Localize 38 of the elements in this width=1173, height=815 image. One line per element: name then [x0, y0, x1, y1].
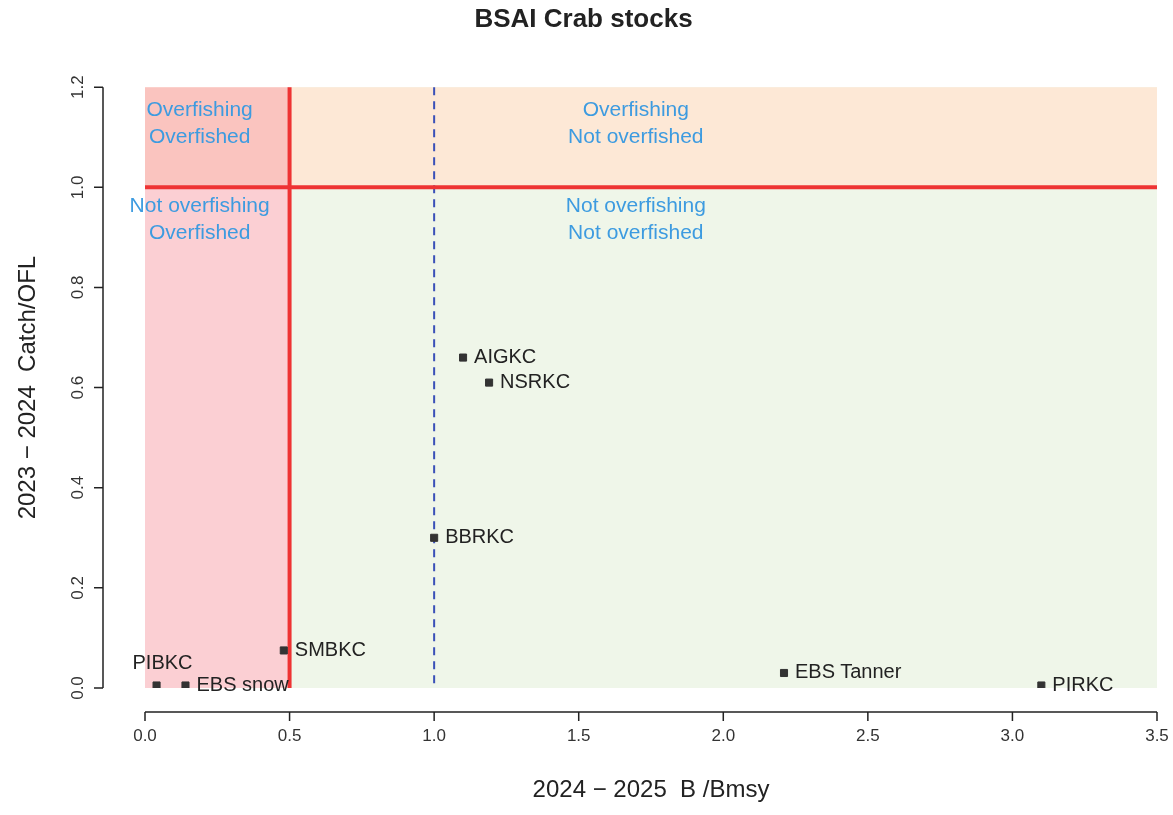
y-tick-label: 0.0 [68, 676, 88, 700]
point [430, 533, 439, 542]
x-tick-label: 0.0 [133, 726, 157, 746]
y-axis-title: 2023 − 2024 Catch/OFL [13, 255, 41, 520]
annotation: Not overfishing Not overfished [565, 193, 706, 244]
series-label: NSRKC [500, 370, 571, 393]
y-tick-label: 1.2 [68, 75, 88, 100]
series-label: SMBKC [294, 637, 366, 660]
y-tick-label: 0.4 [68, 475, 88, 500]
point [181, 681, 190, 688]
series-label: EBS snow [196, 673, 290, 696]
y-tick-label: 0.2 [68, 576, 88, 600]
point [485, 378, 494, 387]
annotation: Overfishing Not overfished [568, 96, 704, 147]
series-label: PIBKC [132, 651, 193, 674]
y-tick-label: 1.0 [68, 175, 88, 200]
x-tick-label: 2.0 [711, 726, 736, 746]
y-tick-label: 0.8 [68, 275, 88, 300]
chart-title: BSAI Crab stocks [474, 2, 693, 33]
point [1037, 681, 1046, 688]
point [779, 668, 789, 678]
x-tick-label: 1.0 [422, 726, 446, 746]
y-tick-label: 0.6 [68, 375, 88, 400]
annotation: Overfishing Overfished [146, 96, 253, 147]
x-tick-label: 2.5 [856, 726, 880, 746]
x-axis-title: 2024 − 2025 B /Bmsy [532, 775, 770, 803]
series-label: EBS Tanner [795, 660, 902, 683]
x-tick-label: 1.5 [566, 726, 591, 746]
series-label: BBRKC [445, 525, 515, 548]
point [459, 353, 468, 362]
x-tick-label: 3.5 [1145, 726, 1169, 746]
series-label: AIGKC [474, 345, 537, 368]
x-tick-label: 3.0 [1000, 726, 1025, 746]
point [279, 646, 288, 655]
point [152, 681, 161, 688]
series-label: PIRKC [1052, 673, 1114, 696]
x-tick-label: 0.5 [277, 726, 302, 746]
annotation: Not overfishing Overfished [129, 193, 270, 244]
